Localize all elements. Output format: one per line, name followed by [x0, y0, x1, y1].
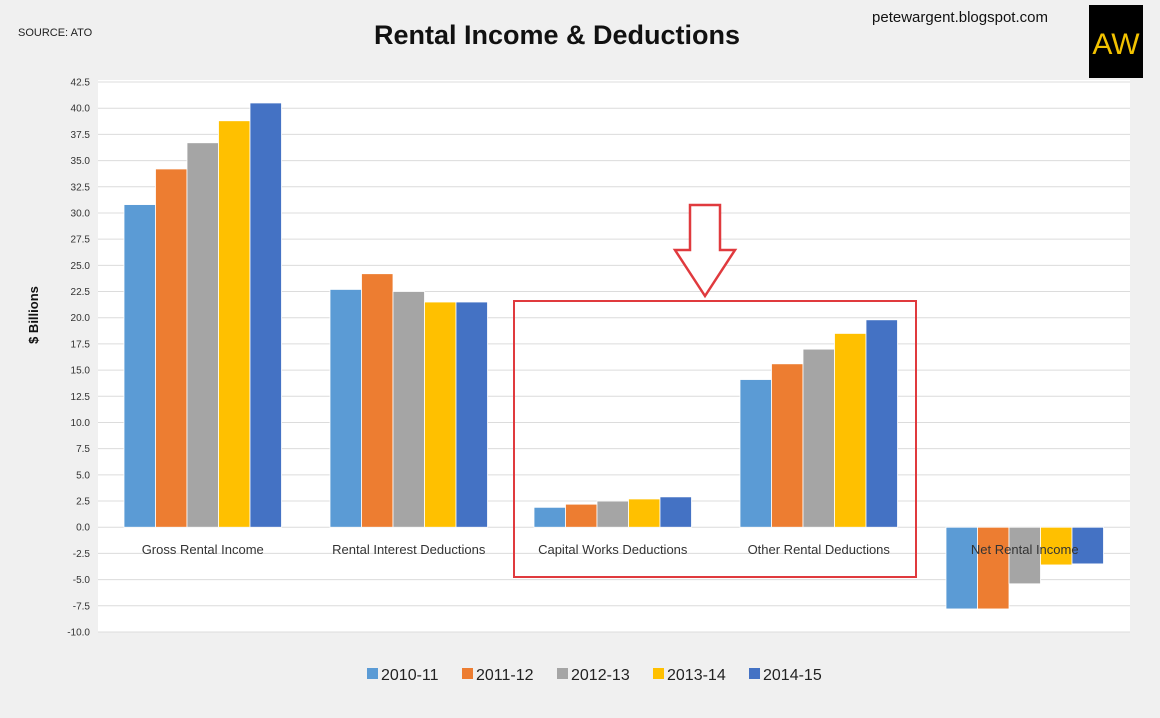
logo: AW: [1089, 5, 1143, 78]
y-tick-label: 0.0: [76, 523, 90, 534]
y-tick-label: 10.0: [71, 418, 91, 429]
bar: [628, 498, 661, 528]
bar: [977, 526, 1010, 610]
legend-label: 2014-15: [763, 667, 822, 684]
bar: [249, 102, 282, 528]
logo-text: AW: [1092, 28, 1140, 61]
bar: [186, 142, 219, 528]
bar: [1008, 526, 1041, 585]
y-tick-label: 15.0: [71, 366, 91, 377]
y-tick-label: -2.5: [73, 549, 91, 560]
bar: [1071, 526, 1104, 565]
bar: [659, 496, 692, 528]
bar: [865, 319, 898, 528]
bar: [123, 204, 156, 528]
legend-label: 2011-12: [476, 667, 534, 684]
bar: [361, 273, 394, 528]
bars: [123, 102, 1104, 610]
bar: [834, 333, 867, 528]
category-label: Capital Works Deductions: [538, 542, 688, 557]
y-tick-label: 22.5: [71, 287, 91, 298]
category-label: Gross Rental Income: [142, 542, 264, 557]
category-label: Other Rental Deductions: [748, 542, 891, 557]
bar: [945, 526, 978, 610]
bar: [565, 503, 598, 528]
legend-label: 2013-14: [667, 667, 726, 684]
bar: [533, 506, 566, 528]
y-tick-label: 5.0: [76, 470, 90, 481]
bar: [771, 363, 804, 528]
source-label: SOURCE: ATO: [18, 27, 93, 39]
y-tick-label: 30.0: [71, 208, 91, 219]
chart-title: Rental Income & Deductions: [374, 20, 740, 50]
y-tick-label: 37.5: [71, 130, 91, 141]
legend-label: 2010-11: [381, 667, 439, 684]
y-axis-label: $ Billions: [26, 286, 41, 344]
highlight-box: [513, 300, 917, 578]
y-tick-label: 25.0: [71, 261, 91, 272]
down-arrow-icon: [672, 203, 738, 299]
y-tick-label: 42.5: [71, 78, 91, 89]
y-tick-label: 12.5: [71, 392, 91, 403]
legend-swatch: [557, 668, 568, 679]
y-axis-ticks: -10.0 -7.5 -5.0 -2.5 0.0 2.5 5.0 7.5 10.0 12.5 15.…: [67, 78, 90, 639]
blog-url: petewargent.blogspot.com: [872, 9, 1048, 26]
bar: [329, 289, 362, 528]
bar: [424, 301, 457, 528]
y-tick-label: 27.5: [71, 235, 91, 246]
y-tick-label: 17.5: [71, 339, 91, 350]
category-label: Net Rental Income: [971, 542, 1079, 557]
y-tick-label: 32.5: [71, 182, 91, 193]
y-tick-label: 20.0: [71, 313, 91, 324]
legend-label: 2012-13: [571, 667, 630, 684]
y-tick-label: 2.5: [76, 497, 90, 508]
legend-swatch: [749, 668, 760, 679]
y-tick-label: 35.0: [71, 156, 91, 167]
highlight-annotation: [513, 203, 917, 578]
bar: [392, 291, 425, 528]
bar: [802, 348, 835, 528]
y-tick-label: -7.5: [73, 601, 91, 612]
bar: [155, 168, 188, 528]
legend-swatch: [367, 668, 378, 679]
y-tick-label: 7.5: [76, 444, 90, 455]
bar: [596, 500, 629, 528]
category-label: Rental Interest Deductions: [332, 542, 486, 557]
bar: [455, 301, 488, 528]
category-labels: Gross Rental Income Rental Interest Deduc…: [142, 542, 1079, 557]
logo-box: [1089, 5, 1143, 78]
legend: 2010-11 2011-12 2012-13 2013-14 2014-15: [367, 667, 822, 684]
legend-swatch: [462, 668, 473, 679]
bar: [218, 120, 251, 528]
bar: [1040, 526, 1073, 566]
bar: [739, 379, 772, 528]
y-tick-label: 40.0: [71, 104, 91, 115]
y-tick-label: -5.0: [73, 575, 91, 586]
legend-swatch: [653, 668, 664, 679]
y-tick-label: -10.0: [67, 628, 90, 639]
